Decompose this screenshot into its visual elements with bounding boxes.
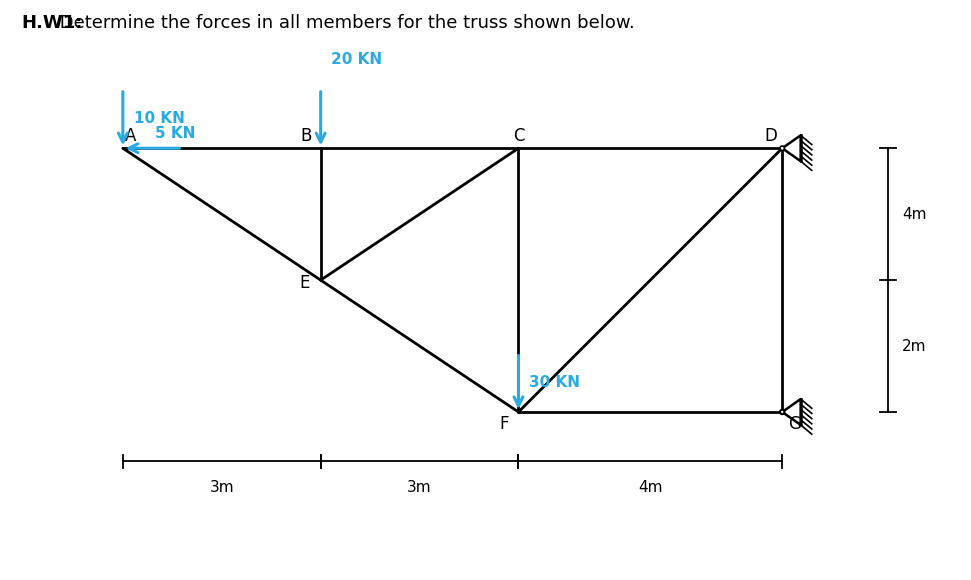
Circle shape: [780, 146, 785, 150]
Text: G: G: [787, 415, 800, 433]
Text: 4m: 4m: [638, 480, 662, 495]
Text: C: C: [513, 128, 524, 146]
Text: 2m: 2m: [902, 339, 926, 354]
Text: 20 KN: 20 KN: [331, 52, 383, 67]
Text: 30 KN: 30 KN: [529, 375, 581, 390]
Text: A: A: [125, 128, 137, 146]
Text: Determine the forces in all members for the truss shown below.: Determine the forces in all members for …: [54, 14, 635, 32]
Text: D: D: [764, 128, 777, 146]
Circle shape: [780, 409, 785, 414]
Text: 10 KN: 10 KN: [134, 111, 184, 126]
Polygon shape: [783, 135, 801, 161]
Polygon shape: [783, 399, 801, 425]
Text: 5 KN: 5 KN: [155, 126, 196, 142]
Text: 4m: 4m: [902, 206, 926, 222]
Text: H.W1:: H.W1:: [21, 14, 83, 32]
Text: 3m: 3m: [407, 480, 432, 495]
Text: E: E: [299, 274, 310, 292]
Text: F: F: [499, 415, 509, 433]
Text: B: B: [300, 128, 312, 146]
Text: 3m: 3m: [210, 480, 234, 495]
